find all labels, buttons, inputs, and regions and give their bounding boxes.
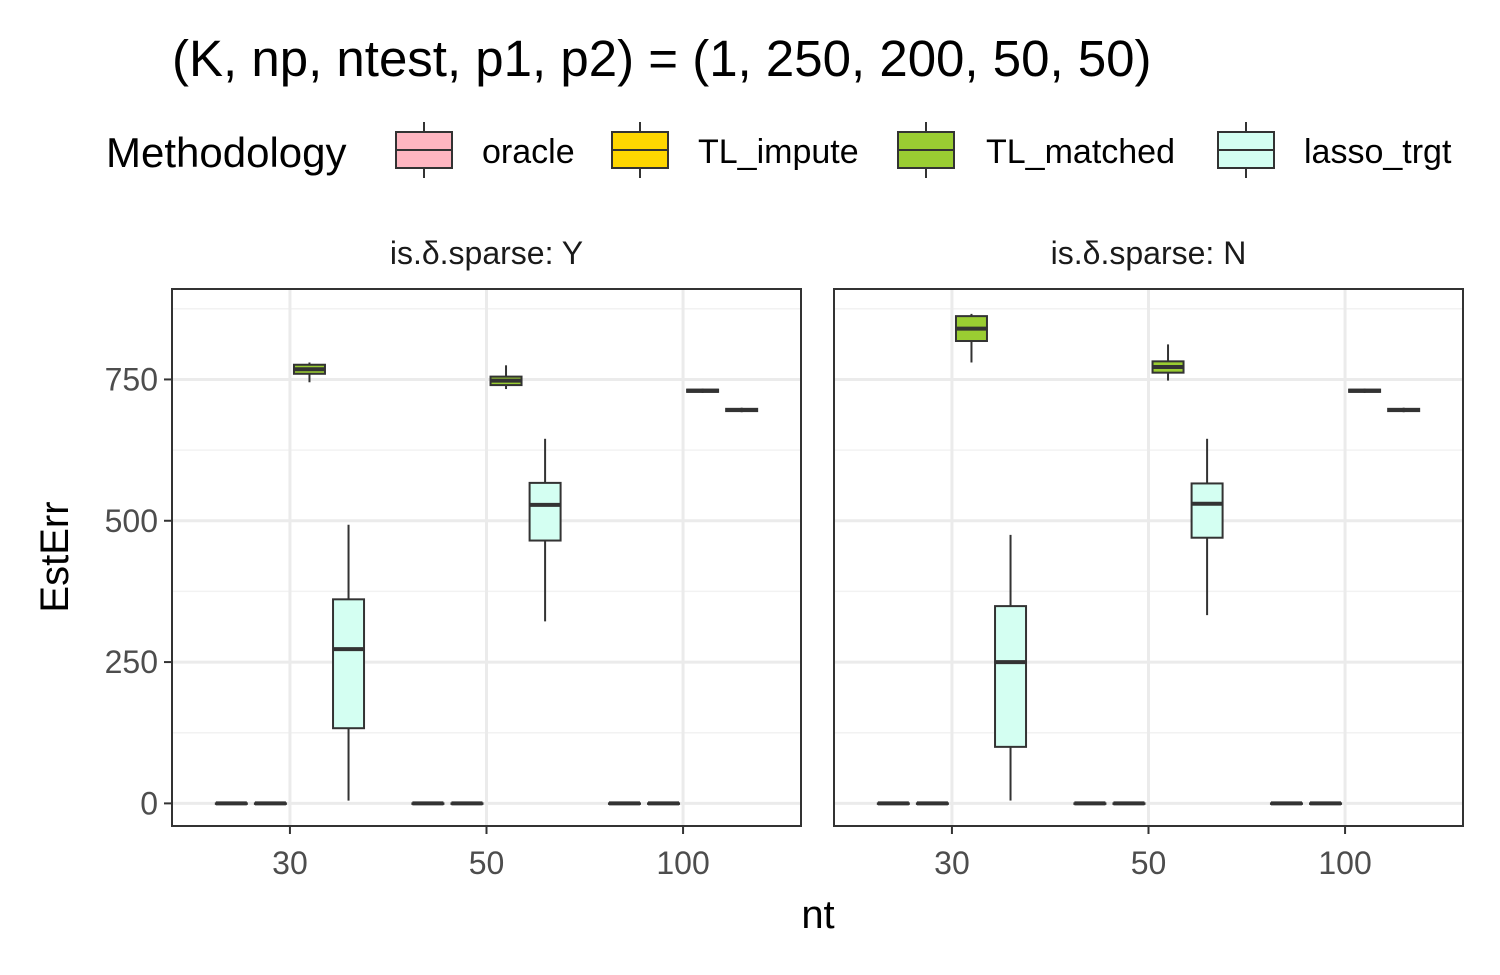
y-tick-label: 0 xyxy=(140,785,158,821)
box-body xyxy=(1190,482,1224,539)
legend-label: oracle xyxy=(482,133,575,171)
box-TL_matched-nt30 xyxy=(954,313,988,363)
box-TL_matched-nt30 xyxy=(292,362,326,383)
legend: Methodology oracle TL_impute TL_matched las… xyxy=(106,122,1452,178)
box-oracle-nt50 xyxy=(411,801,445,806)
box-oracle-nt50 xyxy=(1073,801,1107,806)
box-oracle-nt100 xyxy=(1269,801,1303,806)
legend-title: Methodology xyxy=(106,129,347,176)
box-TL_matched-nt100 xyxy=(1348,388,1382,394)
y-tick-label: 250 xyxy=(105,644,158,680)
box-lasso_trgt-nt100 xyxy=(1387,407,1421,413)
y-tick-label: 500 xyxy=(105,503,158,539)
box-lasso_trgt-nt100 xyxy=(725,407,759,413)
y-axis-label: EstErr xyxy=(33,501,77,612)
facet-strip-label: is.δ.sparse: Y xyxy=(390,235,583,271)
box-lasso_trgt-nt50 xyxy=(528,438,562,622)
box-TL_impute-nt30 xyxy=(915,801,949,806)
box-lasso_trgt-nt30 xyxy=(332,524,366,801)
x-tick-label: 30 xyxy=(272,845,308,881)
x-tick-label: 50 xyxy=(1131,845,1167,881)
box-TL_matched-nt50 xyxy=(1151,344,1185,381)
box-TL_matched-nt100 xyxy=(686,388,720,394)
chart-title: (K, np, ntest, p1, p2) = (1, 250, 200, 5… xyxy=(172,30,1152,87)
box-lasso_trgt-nt50 xyxy=(1190,438,1224,616)
box-TL_impute-nt30 xyxy=(253,801,287,806)
box-TL_impute-nt50 xyxy=(450,801,484,806)
x-tick-label: 30 xyxy=(934,845,970,881)
box-lasso_trgt-nt30 xyxy=(994,534,1028,801)
box-oracle-nt100 xyxy=(607,801,641,806)
legend-label: TL_matched xyxy=(986,133,1175,171)
x-tick-label: 50 xyxy=(469,845,505,881)
facet-strip-label: is.δ.sparse: N xyxy=(1051,235,1247,271)
x-tick-label: 100 xyxy=(1318,845,1371,881)
legend-item-lasso_trgt: lasso_trgt xyxy=(1217,122,1452,178)
y-tick-label: 750 xyxy=(105,361,158,397)
box-TL_impute-nt100 xyxy=(1309,801,1343,806)
box-TL_impute-nt100 xyxy=(647,801,681,806)
panel-2: is.δ.sparse: N 30 50 100 xyxy=(833,235,1464,881)
legend-label: TL_impute xyxy=(698,133,859,171)
legend-item-oracle: oracle xyxy=(395,122,575,178)
box-TL_matched-nt50 xyxy=(489,365,523,390)
panel-1: is.δ.sparse: Y 30 50 100 0 250 500 750 xyxy=(105,235,802,881)
legend-label: lasso_trgt xyxy=(1304,133,1452,171)
x-tick-label: 100 xyxy=(656,845,709,881)
box-oracle-nt30 xyxy=(214,801,248,806)
box-body xyxy=(332,598,366,730)
box-body xyxy=(994,605,1028,748)
box-oracle-nt30 xyxy=(876,801,910,806)
box-TL_impute-nt50 xyxy=(1112,801,1146,806)
box-body xyxy=(528,481,562,542)
legend-item-TL_matched: TL_matched xyxy=(897,122,1175,178)
x-axis-label: nt xyxy=(801,893,834,937)
legend-item-TL_impute: TL_impute xyxy=(611,122,859,178)
